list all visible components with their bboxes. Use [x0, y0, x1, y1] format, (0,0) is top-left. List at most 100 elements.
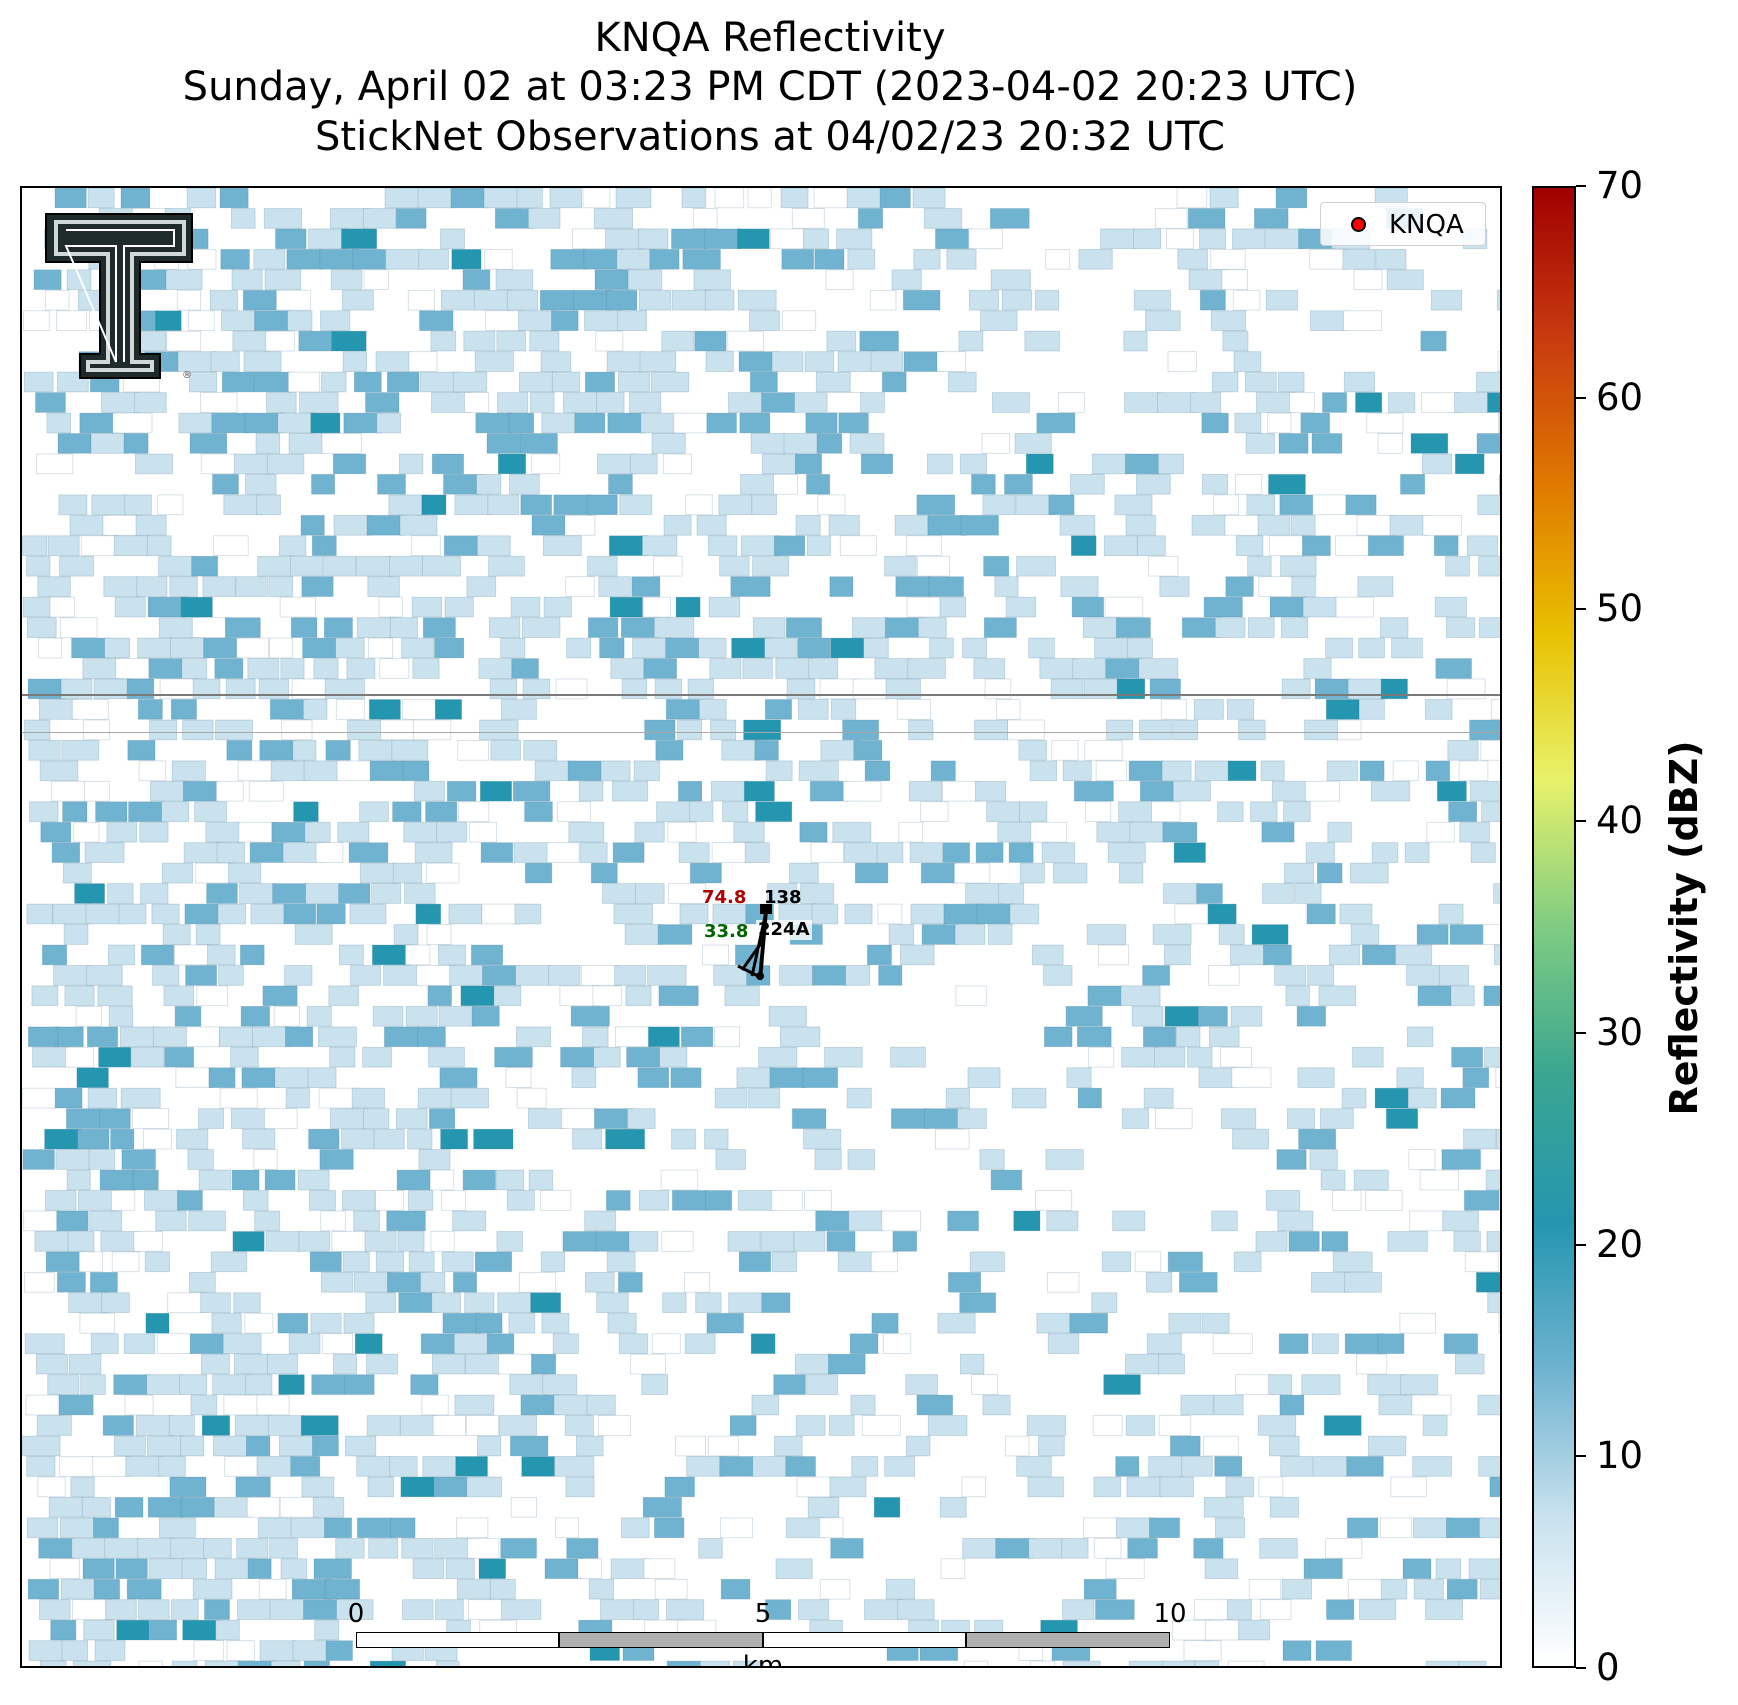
radar-gate [1386, 269, 1424, 291]
radar-map[interactable]: ® KNQA 74.8 138 33.8 224A 0 5 10 km [20, 186, 1502, 1668]
radar-gate [1060, 576, 1099, 597]
radar-gate [367, 576, 400, 597]
radar-gate [592, 985, 623, 1007]
radar-gate [946, 249, 977, 270]
station-plot[interactable]: 74.8 138 33.8 224A [702, 888, 862, 1008]
radar-gate [620, 617, 659, 638]
radar-gate [140, 883, 169, 904]
radar-gate [170, 699, 197, 720]
radar-gate [88, 1149, 116, 1170]
radar-gate [1325, 1538, 1363, 1559]
radar-gate [489, 1578, 516, 1600]
radar-gate [553, 1394, 592, 1416]
radar-gate [561, 1108, 598, 1129]
radar-gate [524, 801, 553, 822]
radar-gate [803, 1128, 842, 1150]
radar-gate [514, 903, 542, 925]
radar-gate [265, 330, 296, 352]
radar-gate [311, 473, 336, 495]
radar-gate [1043, 965, 1073, 986]
radar-gate [302, 699, 328, 720]
radar-gate [203, 1538, 232, 1559]
radar-gate [210, 351, 240, 372]
radar-gate [1158, 1353, 1185, 1375]
radar-gate [367, 1476, 394, 1498]
radar-gate [236, 637, 270, 659]
radar-gate [1311, 1272, 1351, 1293]
radar-gate [729, 1415, 757, 1436]
radar-gate [808, 658, 839, 679]
radar-gate [213, 1497, 251, 1518]
radar-gate [1279, 494, 1314, 516]
radar-gate [250, 903, 285, 925]
radar-gate [330, 269, 363, 291]
radar-gate [576, 1435, 604, 1457]
radar-gate [239, 944, 265, 966]
radar-gate [910, 903, 948, 925]
radar-gate [842, 780, 882, 802]
radar-gate [209, 289, 238, 311]
radar-gate [1413, 1578, 1444, 1600]
radar-gate [720, 1578, 751, 1600]
radar-gate [1462, 1067, 1490, 1088]
radar-gate [319, 1149, 354, 1170]
radar-gate [624, 924, 664, 945]
radar-gate [849, 1333, 879, 1355]
radar-gate [800, 883, 835, 904]
radar-gate [555, 678, 588, 700]
radar-gate [450, 1087, 490, 1109]
radar-gate [440, 289, 477, 311]
radar-gate [600, 760, 631, 782]
radar-gate [139, 821, 169, 843]
radar-gate [321, 433, 362, 454]
radar-gate [365, 392, 400, 413]
radar-gate [185, 1026, 220, 1048]
radar-gate [400, 1476, 436, 1498]
radar-gate [440, 228, 465, 250]
radar-gate [1215, 1517, 1246, 1539]
colorbar-tick-label: 70 [1596, 164, 1644, 207]
radar-gate [1380, 1578, 1408, 1600]
radar-gate [369, 1660, 407, 1666]
radar-gate [363, 269, 389, 291]
radar-gate [1095, 1599, 1135, 1620]
radar-gate [1127, 1538, 1158, 1559]
radar-gate [1454, 453, 1485, 475]
radar-gate [1133, 228, 1162, 250]
radar-gate [35, 453, 74, 475]
radar-gate [730, 576, 771, 597]
radar-gate [530, 453, 561, 475]
radar-gate [541, 412, 577, 434]
radar-gate [496, 1231, 523, 1252]
radar-gate [36, 1415, 72, 1436]
radar-gate [287, 371, 320, 393]
radar-gate [541, 1312, 570, 1334]
radar-gate [410, 1374, 439, 1395]
radar-gate [358, 740, 395, 761]
radar-gate [791, 208, 825, 229]
radar-gate [431, 453, 464, 475]
radar-gate [123, 433, 149, 454]
radar-gate [1494, 944, 1500, 966]
radar-gate [325, 740, 351, 761]
radar-gate [191, 555, 219, 577]
radar-gate [374, 1128, 405, 1150]
radar-gate [531, 514, 566, 536]
radar-gate [320, 310, 351, 332]
radar-gate [881, 1210, 921, 1232]
radar-gate [236, 1538, 269, 1559]
radar-gate [176, 1128, 209, 1150]
radar-gate [224, 1456, 258, 1477]
radar-gate [971, 473, 996, 495]
radar-gate [1013, 1210, 1041, 1232]
radar-gate [1173, 842, 1206, 863]
radar-gate [606, 1251, 636, 1273]
radar-gate [457, 740, 489, 761]
radar-gate [237, 1599, 271, 1620]
radar-gate [1250, 801, 1278, 822]
radar-gate [845, 965, 871, 986]
radar-gate [227, 862, 262, 884]
radar-gate [280, 658, 305, 679]
radar-gate [83, 1619, 115, 1641]
radar-gate [1065, 1006, 1103, 1027]
